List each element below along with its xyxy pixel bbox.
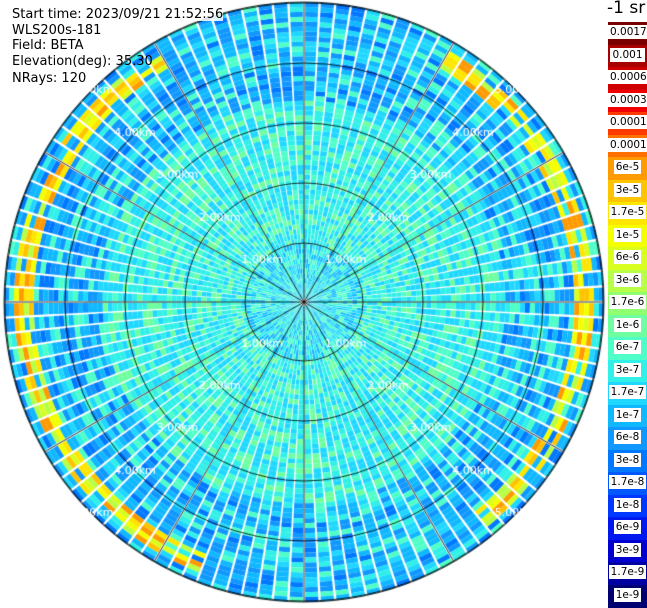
colorbar-tick-label: 0.0003 — [608, 92, 647, 107]
colorbar: 0.0017 0.001 0.0006 0.0003 0.00017 0.0001 6e-5… — [608, 22, 647, 608]
colorbar-tick-label: 3e-8 — [613, 452, 642, 467]
colorbar-tick-label: 1.7e-9 — [608, 565, 647, 580]
colorbar-tick-label: 6e-9 — [613, 520, 642, 535]
colorbar-tick-label: 1.7e-8 — [608, 475, 647, 490]
colorbar-tick-label: 1e-5 — [613, 227, 642, 242]
colorbar-tick-label: 0.0006 — [608, 70, 647, 85]
colorbar-unit-label: -1 sr — [607, 0, 646, 18]
colorbar-tick-label: 0.00017 — [608, 115, 647, 130]
colorbar-tick-label: 1e-7 — [613, 407, 642, 422]
colorbar-tick-label: 1.7e-5 — [608, 205, 647, 220]
colorbar-tick-label: 0.001 — [610, 47, 645, 62]
colorbar-tick-label: 6e-6 — [613, 250, 642, 265]
nrays-label: NRays: 120 — [12, 71, 87, 86]
colorbar-tick-label: 6e-5 — [613, 160, 642, 175]
instrument-label: WLS200s-181 — [12, 23, 102, 38]
colorbar-tick-label: 3e-6 — [613, 272, 642, 287]
colorbar-tick-label: 1e-9 — [613, 587, 642, 602]
colorbar-tick-label: 0.0001 — [608, 137, 647, 152]
elevation-label: Elevation(deg): 35.30 — [12, 54, 153, 69]
colorbar-tick-label: 6e-8 — [613, 430, 642, 445]
colorbar-tick-label: 1.7e-7 — [608, 385, 647, 400]
field-label: Field: BETA — [12, 38, 84, 53]
colorbar-tick-label: 3e-7 — [613, 362, 642, 377]
colorbar-tick-label: 3e-5 — [613, 182, 642, 197]
colorbar-tick-label: 1e-6 — [613, 317, 642, 332]
colorbar-tick-label: 1e-8 — [613, 497, 642, 512]
colorbar-tick-label: 0.0017 — [608, 25, 647, 40]
start-time-label: Start time: 2023/09/21 21:52:56 — [12, 7, 224, 22]
colorbar-tick-label: 3e-9 — [613, 542, 642, 557]
colorbar-tick-label: 6e-7 — [613, 340, 642, 355]
colorbar-tick-label: 1.7e-6 — [608, 295, 647, 310]
